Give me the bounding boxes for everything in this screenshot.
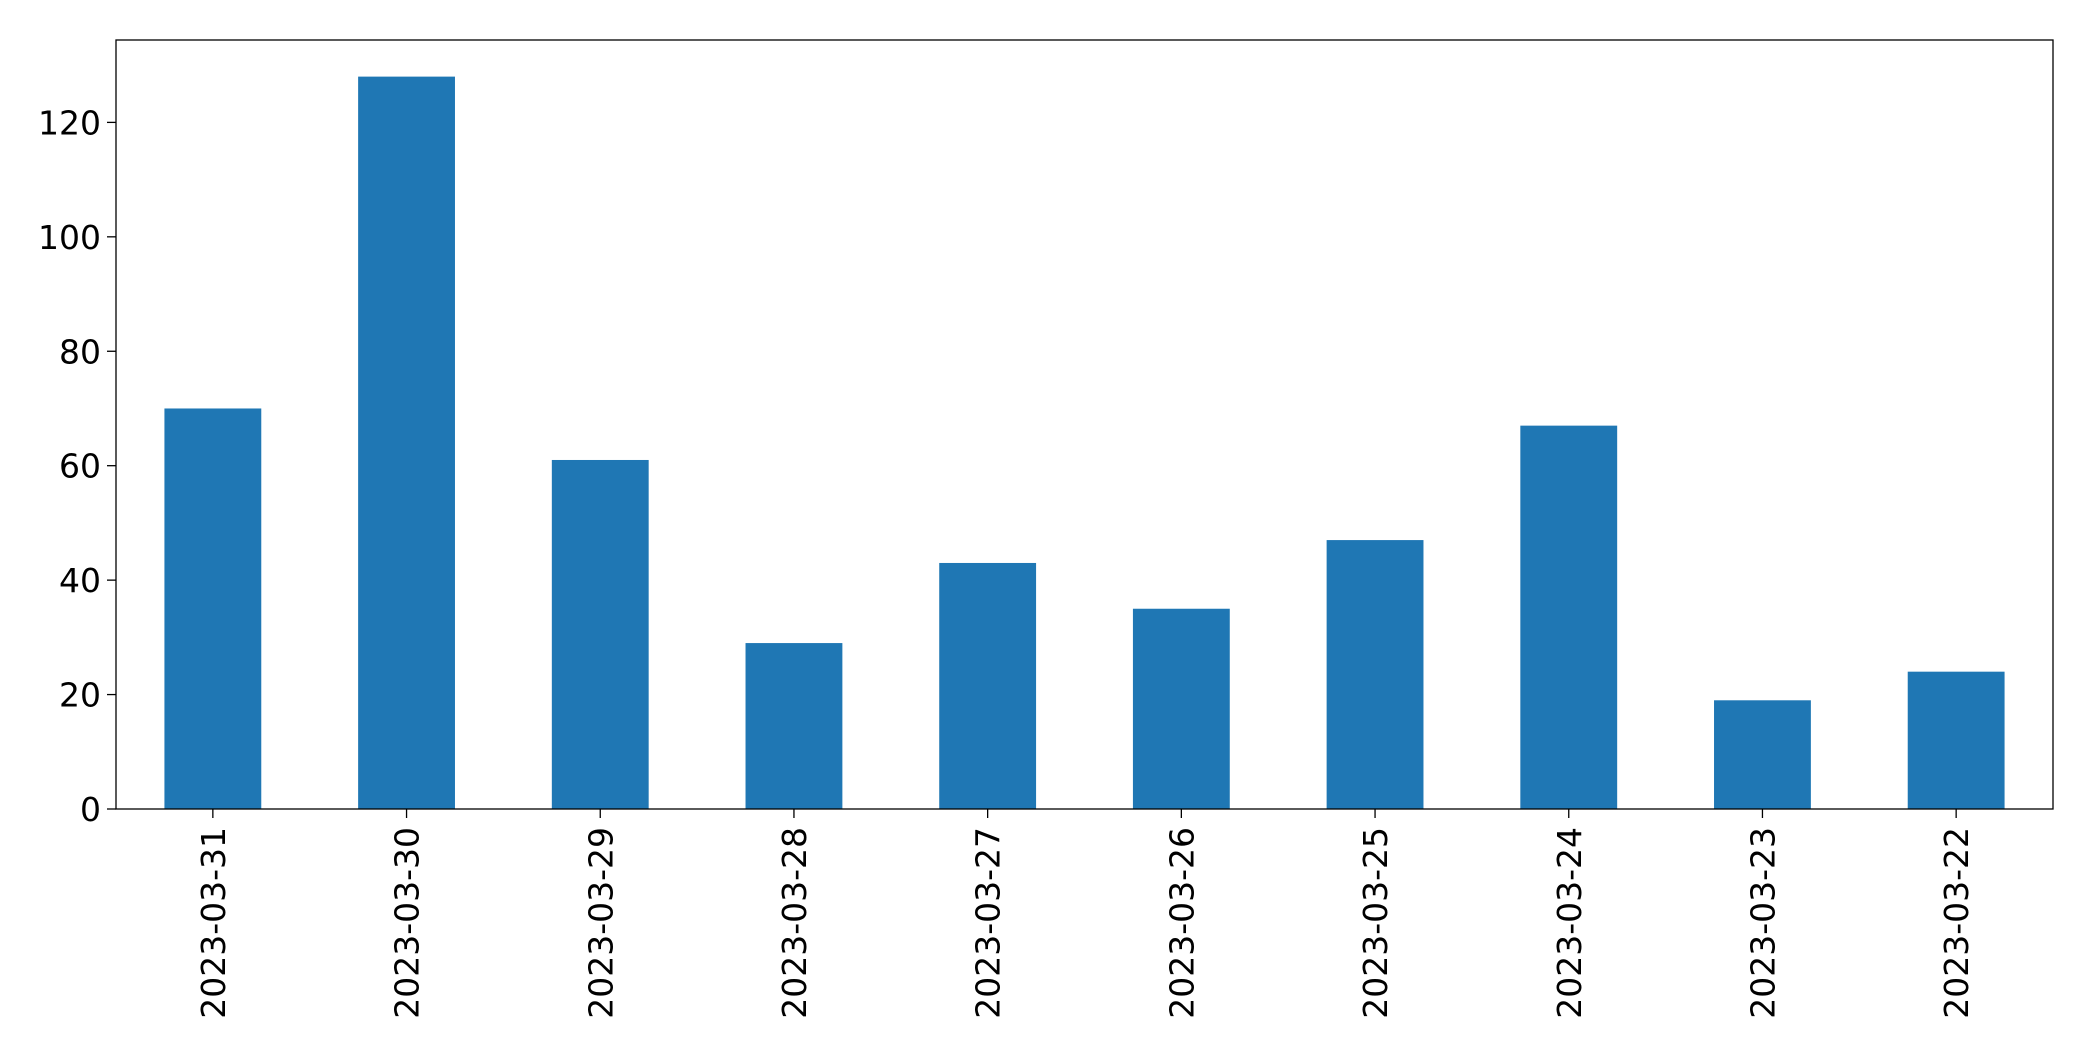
y-tick-label: 80 xyxy=(59,332,101,371)
x-tick-label: 2023-03-30 xyxy=(388,827,427,1019)
y-tick-label: 40 xyxy=(59,561,101,600)
bar xyxy=(164,408,262,809)
bar xyxy=(1326,540,1424,809)
x-tick-label: 2023-03-27 xyxy=(969,827,1008,1019)
bar xyxy=(1714,700,1811,809)
y-tick-label: 0 xyxy=(80,790,101,829)
bar xyxy=(358,76,455,810)
x-tick-label: 2023-03-26 xyxy=(1162,827,1201,1019)
x-tick-label: 2023-03-29 xyxy=(581,827,620,1019)
x-tick-label: 2023-03-31 xyxy=(194,827,233,1019)
x-tick-label: 2023-03-22 xyxy=(1937,827,1976,1019)
bar xyxy=(551,459,649,809)
x-tick-label: 2023-03-24 xyxy=(1550,827,1589,1019)
bar xyxy=(1907,671,2005,809)
bar xyxy=(745,643,843,809)
x-tick-label: 2023-03-28 xyxy=(775,827,814,1019)
bar xyxy=(1132,608,1230,809)
x-tick-label: 2023-03-25 xyxy=(1356,827,1395,1019)
y-tick-label: 60 xyxy=(59,447,101,486)
bar xyxy=(939,562,1037,809)
y-tick-label: 120 xyxy=(38,103,101,142)
bar xyxy=(1520,425,1618,809)
y-tick-label: 20 xyxy=(59,676,101,715)
x-tick-label: 2023-03-23 xyxy=(1743,827,1782,1019)
y-tick-label: 100 xyxy=(38,218,101,257)
plot-frame xyxy=(115,39,2054,810)
